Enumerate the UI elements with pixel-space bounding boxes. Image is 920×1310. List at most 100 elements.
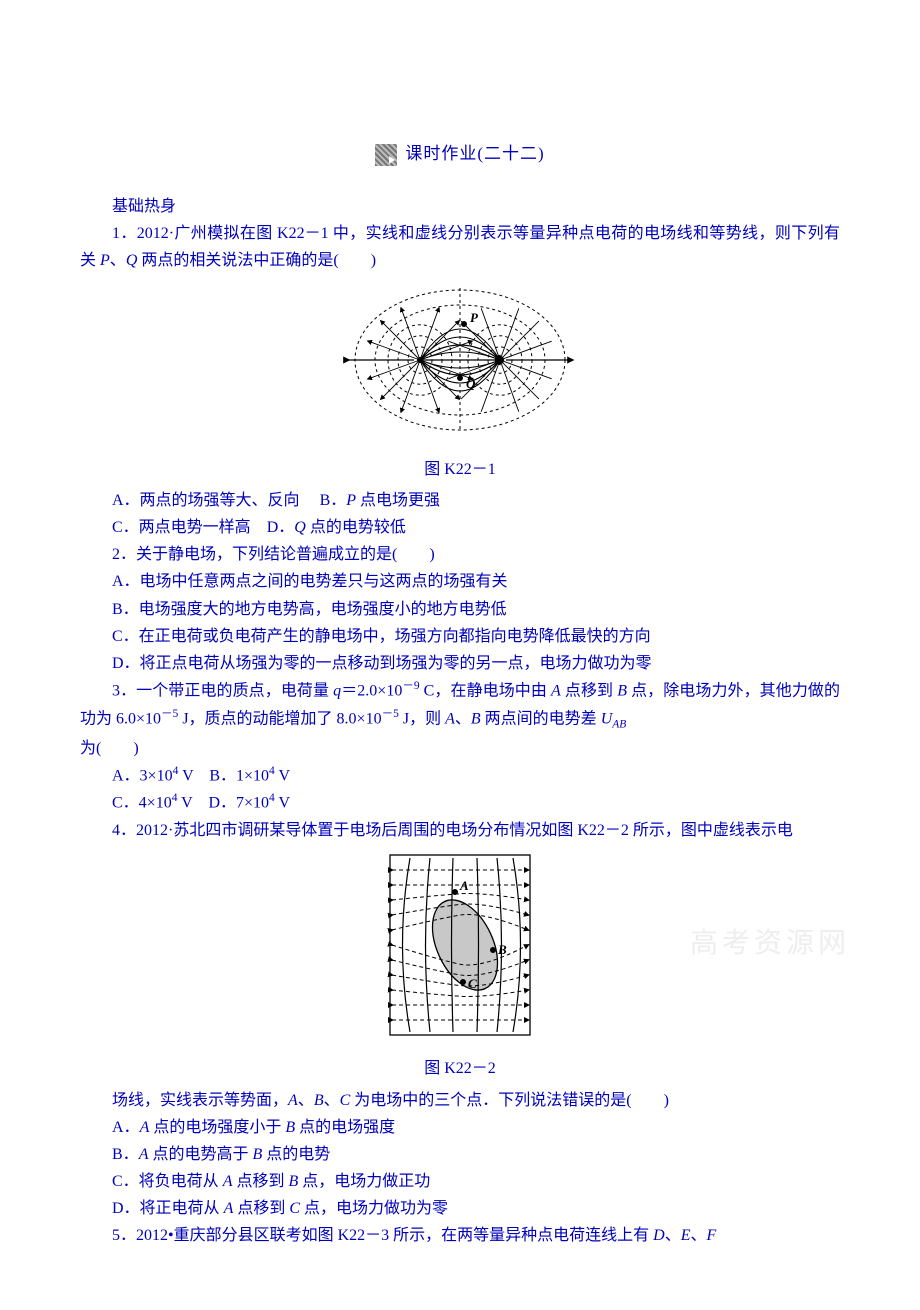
q3-A2: A xyxy=(445,710,455,727)
q4-optB-c: 点的电势 xyxy=(262,1146,330,1163)
q3-stem: 3．一个带正电的质点，电荷量 q＝2.0×10－9 C，在静电场中由 A 点移到… xyxy=(80,677,840,735)
svg-text:P: P xyxy=(470,310,479,325)
q5-d2: 、 xyxy=(691,1227,707,1244)
q3-q: q xyxy=(333,682,341,699)
header-arrow-icon xyxy=(375,144,397,166)
q4-optD-b: 点移到 xyxy=(233,1200,289,1217)
q2-optB: B．电场强度大的地方电势高，电场强度小的地方电势低 xyxy=(80,596,840,623)
q1-optC: C．两点电势一样高 xyxy=(112,519,251,536)
q3-B2: B xyxy=(471,710,481,727)
q3-optA-u: V xyxy=(178,767,193,784)
q5-F: F xyxy=(707,1227,717,1244)
q3-optB-u: V xyxy=(275,767,290,784)
q3-optC-u: V xyxy=(177,795,192,812)
q4-optC-b: 点移到 xyxy=(232,1173,288,1190)
q4-optA-b: 点的电场强度小于 xyxy=(149,1119,285,1136)
q5-d1: 、 xyxy=(665,1227,681,1244)
q1-optD-b: 点的电势较低 xyxy=(306,519,406,536)
q4-cont-a: 场线，实线表示等势面， xyxy=(112,1092,288,1109)
q3-m3: 两点间的电势差 xyxy=(481,710,601,727)
figure-k22-2: A B C xyxy=(80,850,840,1049)
q2-optD: D．将正点电荷从场强为零的一点移动到场强为零的另一点，电场力做功为零 xyxy=(80,650,840,677)
q3-uJ1: J，质点的动能增加了 8.0×10 xyxy=(178,710,381,727)
figure-k22-1-caption: 图 K22－1 xyxy=(80,456,840,483)
figure-k22-1: PQ xyxy=(80,280,840,449)
q3-optA: A．3×10 xyxy=(112,767,173,784)
q4-optC-c: 点，电场力做正功 xyxy=(298,1173,430,1190)
header-row: 课时作业(二十二) xyxy=(80,140,840,169)
q3-B: B xyxy=(617,682,627,699)
q4-optC: C．将负电荷从 A 点移到 B 点，电场力做正功 xyxy=(80,1168,840,1195)
q4-optB-b: 点的电势高于 xyxy=(148,1146,252,1163)
q5-a: 5．2012•重庆部分县区联考如图 K22－3 所示，在两等量异种点电荷连线上有 xyxy=(112,1227,653,1244)
q4-cont-b: 为电场中的三个点．下列说法错误的是( ) xyxy=(350,1092,669,1109)
q4-optA-c: 点的电场强度 xyxy=(295,1119,395,1136)
q3-optB: B．1×10 xyxy=(209,767,269,784)
q4-optB: B．A 点的电势高于 B 点的电势 xyxy=(80,1141,840,1168)
q3-optD: D．7×10 xyxy=(208,795,269,812)
q3-opts-row1: A．3×104 V B．1×104 V xyxy=(80,762,840,790)
q4-optD-a: D．将正电荷从 xyxy=(112,1200,224,1217)
q3-optD-u: V xyxy=(275,795,290,812)
q4-optB-B: B xyxy=(252,1146,262,1163)
q4-optC-A: A xyxy=(223,1173,233,1190)
q3-A: A xyxy=(551,682,561,699)
svg-text:A: A xyxy=(459,878,469,893)
section-head: 基础热身 xyxy=(80,193,840,220)
page: 课时作业(二十二) 基础热身 1．2012·广州模拟在图 K22－1 中，实线和… xyxy=(0,0,920,1310)
q5-stem: 5．2012•重庆部分县区联考如图 K22－3 所示，在两等量异种点电荷连线上有… xyxy=(80,1222,840,1249)
q4-optD-C: C xyxy=(289,1200,300,1217)
q5-D: D xyxy=(653,1227,665,1244)
q4-optD: D．将正电荷从 A 点移到 C 点，电场力做功为零 xyxy=(80,1195,840,1222)
q3-opts-row2: C．4×104 V D．7×104 V xyxy=(80,789,840,817)
q4-d2: 、 xyxy=(324,1092,340,1109)
q4-optB-a: B． xyxy=(112,1146,139,1163)
q4-d1: 、 xyxy=(298,1092,314,1109)
q2-optA: A．电场中任意两点之间的电势差只与这两点的场强有关 xyxy=(80,568,840,595)
q1-stem-b: 两点的相关说法中正确的是( ) xyxy=(137,252,376,269)
svg-text:Q: Q xyxy=(466,376,476,391)
q3-exp3: －5 xyxy=(382,708,399,720)
q3-Usub: AB xyxy=(612,718,626,730)
q4-optA-a: A． xyxy=(112,1119,140,1136)
q1-optA: A．两点的场强等大、反向 xyxy=(112,492,300,509)
q1-optB-a: B． xyxy=(320,492,347,509)
q4-B: B xyxy=(314,1092,324,1109)
q1-opts-row1: A．两点的场强等大、反向 B．P 点电场更强 xyxy=(80,487,840,514)
q4-optA: A．A 点的电场强度小于 B 点的电场强度 xyxy=(80,1114,840,1141)
q4-optD-c: 点，电场力做功为零 xyxy=(300,1200,448,1217)
q2-optC: C．在正电荷或负电荷产生的静电场中，场强方向都指向电势降低最快的方向 xyxy=(80,623,840,650)
q1-P: P xyxy=(100,252,110,269)
q4-optC-B: B xyxy=(288,1173,298,1190)
q3-uC: C，在静电场中由 xyxy=(420,682,551,699)
svg-text:B: B xyxy=(497,942,507,957)
q3-exp1: －9 xyxy=(402,680,419,692)
q1-stem: 1．2012·广州模拟在图 K22－1 中，实线和虚线分别表示等量异种点电荷的电… xyxy=(80,220,840,274)
q4-optB-A: A xyxy=(139,1146,149,1163)
q5-E: E xyxy=(681,1227,691,1244)
q4-A: A xyxy=(288,1092,298,1109)
q1-Q: Q xyxy=(126,252,138,269)
q4-stem: 4．2012·苏北四市调研某导体置于电场后周围的电场分布情况如图 K22－2 所… xyxy=(80,817,840,844)
q4-optA-B: B xyxy=(285,1119,295,1136)
q1-optD-Q: Q xyxy=(294,519,306,536)
q1-sep: 、 xyxy=(110,252,126,269)
q4-C: C xyxy=(340,1092,351,1109)
q3-U: U xyxy=(601,710,613,727)
q3-m1: 点移到 xyxy=(561,682,617,699)
figure-k22-2-caption: 图 K22－2 xyxy=(80,1055,840,1082)
q3-stem-tail: 为( ) xyxy=(80,735,840,762)
q4-cont: 场线，实线表示等势面，A、B、C 为电场中的三个点．下列说法错误的是( ) xyxy=(80,1087,840,1114)
q4-optD-A: A xyxy=(224,1200,234,1217)
q1-optB-b: 点电场更强 xyxy=(356,492,440,509)
svg-text:C: C xyxy=(468,976,477,991)
q3-dun: 、 xyxy=(455,710,471,727)
q4-optA-A: A xyxy=(140,1119,150,1136)
q1-optB-P: P xyxy=(346,492,356,509)
q1-opts-row2: C．两点电势一样高 D．Q 点的电势较低 xyxy=(80,514,840,541)
q3-exp2: －5 xyxy=(161,708,178,720)
q1-optD-a: D． xyxy=(267,519,295,536)
conductor-field-diagram: A B C xyxy=(385,850,535,1049)
q3-eq: ＝2.0×10 xyxy=(341,682,402,699)
q2-stem: 2．关于静电场，下列结论普遍成立的是( ) xyxy=(80,541,840,568)
